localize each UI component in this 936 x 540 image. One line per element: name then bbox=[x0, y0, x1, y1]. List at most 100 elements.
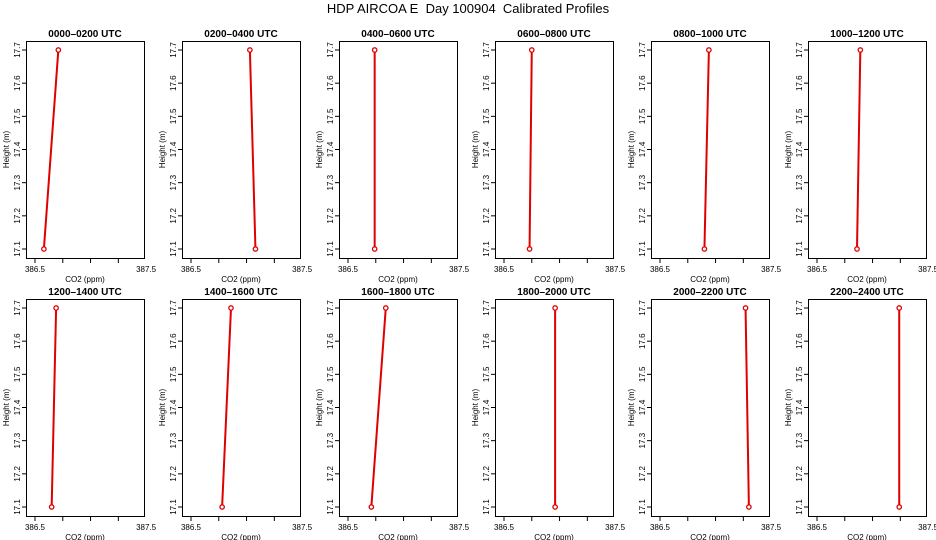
y-tick-label: 17.7 bbox=[795, 300, 804, 316]
y-tick-label: 17.5 bbox=[795, 366, 804, 382]
y-tick-label: 17.2 bbox=[795, 466, 804, 482]
y-tick-label: 17.7 bbox=[482, 300, 491, 316]
y-tick-label: 17.3 bbox=[482, 432, 491, 448]
y-tick-label: 17.3 bbox=[13, 174, 22, 190]
y-tick-label: 17.6 bbox=[638, 333, 647, 349]
y-tick-label: 17.5 bbox=[638, 366, 647, 382]
panel-title: 1200–1400 UTC bbox=[48, 287, 121, 298]
y-tick-label: 17.4 bbox=[795, 399, 804, 415]
profile-point bbox=[701, 246, 708, 252]
y-tick-label: 17.2 bbox=[482, 208, 491, 224]
x-tick-label: 386.5 bbox=[25, 265, 46, 274]
profile-point bbox=[247, 47, 253, 53]
y-axis-label: Height (m) bbox=[315, 388, 324, 426]
panel-title: 1000–1200 UTC bbox=[830, 29, 903, 40]
profile-point bbox=[552, 305, 558, 311]
profile-point bbox=[382, 305, 389, 311]
y-tick-label: 17.1 bbox=[326, 241, 335, 257]
y-tick-label: 17.1 bbox=[482, 499, 491, 515]
x-axis-label: CO2 (ppm) bbox=[65, 533, 105, 540]
panel-title: 2200–2400 UTC bbox=[830, 287, 903, 298]
panel-4: 0600–0800 UTC 386.5 387.5 17.1 17.2 17.3 17.4 1… bbox=[471, 29, 626, 284]
x-tick-label: 387.5 bbox=[449, 265, 470, 274]
x-axis-label: CO2 (ppm) bbox=[65, 275, 105, 284]
y-tick-label: 17.7 bbox=[326, 300, 335, 316]
plot-frame bbox=[182, 299, 301, 517]
y-axis-label: Height (m) bbox=[471, 388, 480, 426]
panel-1: 0000–0200 UTC 386.5 387.5 17.1 17.2 17.3 17.4 1… bbox=[2, 29, 157, 284]
x-tick-label: 386.5 bbox=[338, 523, 359, 532]
panel-title: 1600–1800 UTC bbox=[361, 287, 434, 298]
x-axis-label: CO2 (ppm) bbox=[534, 533, 574, 540]
y-tick-label: 17.1 bbox=[638, 499, 647, 515]
x-tick-label: 386.5 bbox=[650, 523, 671, 532]
y-axis-label: Height (m) bbox=[627, 388, 636, 426]
panel-title: 1400–1600 UTC bbox=[204, 287, 277, 298]
y-axis-label: Height (m) bbox=[2, 388, 11, 426]
x-tick-label: 387.5 bbox=[136, 523, 157, 532]
x-tick-label: 387.5 bbox=[761, 523, 782, 532]
y-tick-label: 17.7 bbox=[326, 42, 335, 58]
y-tick-label: 17.5 bbox=[482, 108, 491, 124]
y-tick-label: 17.2 bbox=[482, 466, 491, 482]
y-axis-label: Height (m) bbox=[627, 130, 636, 168]
y-tick-label: 17.5 bbox=[13, 366, 22, 382]
y-tick-label: 17.2 bbox=[13, 466, 22, 482]
profile-line bbox=[50, 307, 58, 508]
y-tick-label: 17.7 bbox=[169, 42, 178, 58]
y-tick-label: 17.1 bbox=[326, 499, 335, 515]
x-tick-label: 386.5 bbox=[650, 265, 671, 274]
plot-frame bbox=[651, 41, 770, 259]
profile-line bbox=[856, 49, 862, 250]
profile-point bbox=[552, 504, 558, 510]
plot-frame bbox=[182, 41, 301, 259]
y-tick-label: 17.1 bbox=[169, 499, 178, 515]
panel-title: 0800–1000 UTC bbox=[673, 29, 746, 40]
y-axis-label: Height (m) bbox=[784, 130, 793, 168]
y-tick-label: 17.2 bbox=[169, 208, 178, 224]
y-tick-label: 17.3 bbox=[169, 432, 178, 448]
y-tick-label: 17.1 bbox=[795, 499, 804, 515]
y-tick-label: 17.1 bbox=[482, 241, 491, 257]
plot-frame bbox=[808, 299, 927, 517]
profile-point bbox=[53, 305, 59, 311]
profile-line bbox=[744, 307, 750, 508]
x-tick-label: 386.5 bbox=[181, 265, 202, 274]
x-tick-label: 386.5 bbox=[807, 523, 828, 532]
panel-2: 0200–0400 UTC 386.5 387.5 17.1 17.2 17.3 17.4 1… bbox=[158, 29, 313, 284]
y-tick-label: 17.2 bbox=[638, 466, 647, 482]
y-tick-label: 17.7 bbox=[638, 300, 647, 316]
y-tick-label: 17.4 bbox=[638, 399, 647, 415]
y-tick-label: 17.3 bbox=[13, 432, 22, 448]
profile-line bbox=[528, 49, 533, 250]
y-tick-label: 17.3 bbox=[482, 174, 491, 190]
y-tick-label: 17.2 bbox=[169, 466, 178, 482]
x-tick-label: 387.5 bbox=[918, 523, 936, 532]
y-tick-label: 17.6 bbox=[795, 75, 804, 91]
x-axis-label: CO2 (ppm) bbox=[847, 533, 887, 540]
profile-point bbox=[41, 246, 47, 252]
panel-11: 2000–2200 UTC 386.5 387.5 17.1 17.2 17.3 17.4 1… bbox=[627, 287, 782, 540]
panel-6: 1000–1200 UTC 386.5 387.5 17.1 17.2 17.3 17.4 1… bbox=[784, 29, 936, 284]
y-tick-label: 17.5 bbox=[169, 108, 178, 124]
y-tick-label: 17.2 bbox=[326, 208, 335, 224]
y-tick-label: 17.3 bbox=[169, 174, 178, 190]
y-tick-label: 17.7 bbox=[795, 42, 804, 58]
y-tick-label: 17.3 bbox=[638, 174, 647, 190]
y-tick-label: 17.6 bbox=[326, 333, 335, 349]
y-tick-label: 17.5 bbox=[795, 108, 804, 124]
y-tick-label: 17.6 bbox=[482, 333, 491, 349]
plot-frame bbox=[26, 299, 145, 517]
x-tick-label: 387.5 bbox=[292, 265, 313, 274]
panel-title: 0600–0800 UTC bbox=[517, 29, 590, 40]
profile-line bbox=[248, 49, 257, 250]
profile-point bbox=[228, 305, 234, 311]
profile-point bbox=[857, 47, 864, 53]
y-tick-label: 17.7 bbox=[13, 42, 22, 58]
plot-frame bbox=[651, 299, 770, 517]
x-tick-label: 387.5 bbox=[605, 265, 626, 274]
x-tick-label: 386.5 bbox=[807, 265, 828, 274]
y-tick-label: 17.3 bbox=[326, 432, 335, 448]
y-tick-label: 17.6 bbox=[169, 333, 178, 349]
x-tick-label: 386.5 bbox=[494, 265, 515, 274]
